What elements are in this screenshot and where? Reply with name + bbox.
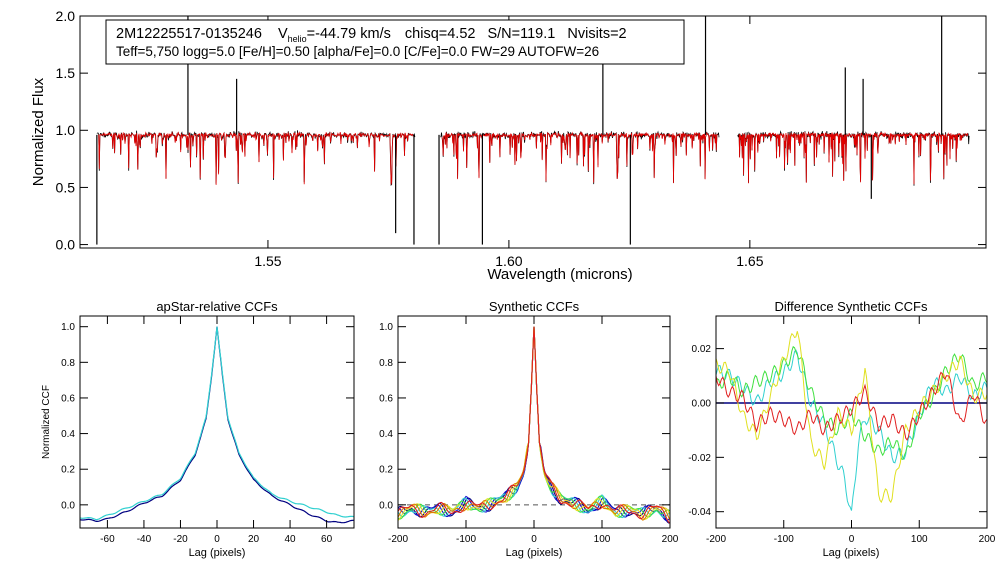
difference-ccf-xtick-label: -100 [774, 534, 794, 545]
synthetic-ccf-ytick-label: 0.8 [379, 358, 393, 369]
chisq: chisq=4.52 [405, 26, 476, 42]
spectrum-panel: 1.55 1.60 1.65 0.0 0.5 1.0 1.5 2.0 2M12225517-0… [30, 8, 987, 283]
difference-ccf-ytick-label: 0.00 [692, 398, 712, 409]
difference-ccf-xtick-label: 100 [911, 534, 928, 545]
spectrum-model-line-chip-1 [98, 131, 414, 185]
synthetic-ccf-ytick-label: 0.4 [379, 429, 393, 440]
apstar-ccf-ticks: -60 -40 -20 0 20 40 60 0.0 0.2 0.4 0.6 0.8 1.0 [61, 316, 354, 545]
difference-ccf-xtick-label: 200 [979, 534, 996, 545]
spectrum-axes-frame [79, 15, 987, 249]
apstar-ccf-title: apStar-relative CCFs [156, 299, 278, 314]
difference-ccf-data [715, 331, 988, 511]
apstar-ccf-panel: -60 -40 -20 0 20 40 60 0.0 0.2 0.4 0.6 0.8 1.0 apSta… [41, 299, 355, 559]
apstar-ccf-ytick-label: 1.0 [61, 322, 75, 333]
synthetic-ccf-xlabel: Lag (pixels) [506, 547, 563, 559]
difference-ccf-ytick-label: -0.04 [688, 507, 711, 518]
difference-ccf-panel: -200 -100 0 100 200 -0.04 -0.02 0.00 0.02 Differ… [688, 299, 996, 559]
vhelio-value: =-44.79 km/s [307, 26, 391, 42]
vhelio-label: V [278, 26, 288, 42]
apstar-ccf-data [79, 326, 355, 524]
spectrum-xtick-label: 1.65 [736, 253, 763, 269]
difference-ccf-series-red [715, 371, 988, 441]
spectrum-model-line-chip-2 [441, 131, 718, 184]
synthetic-ccf-xtick-label: 100 [594, 534, 611, 545]
spectrum-ylabel: Normalized Flux [30, 77, 47, 186]
apstar-ccf-xtick-label: -60 [100, 534, 115, 545]
nvisits: Nvisits=2 [567, 26, 626, 42]
apstar-ccf-xlabel: Lag (pixels) [189, 547, 246, 559]
difference-ccf-xlabel: Lag (pixels) [823, 547, 880, 559]
synthetic-ccf-ytick-label: 0.6 [379, 393, 393, 404]
apstar-ccf-xtick-label: 60 [321, 534, 333, 545]
spectrum-ytick-label: 0.5 [56, 179, 76, 195]
synthetic-ccf-title: Synthetic CCFs [489, 299, 580, 314]
difference-ccf-series-cyan [715, 349, 988, 511]
difference-ccf-title: Difference Synthetic CCFs [775, 299, 928, 314]
spectrum-ytick-label: 1.0 [56, 122, 76, 138]
difference-ccf-xtick-label: 0 [849, 534, 855, 545]
synthetic-ccf-xtick-label: -200 [388, 534, 408, 545]
spectrum-model-line-chip-3 [738, 131, 969, 185]
apstar-ccf-xtick-label: 20 [248, 534, 260, 545]
apstar-ccf-xtick-label: 0 [214, 534, 220, 545]
spectrum-xtick-label: 1.55 [254, 253, 281, 269]
synthetic-ccf-xtick-label: -100 [456, 534, 476, 545]
apstar-ccf-xtick-label: -40 [137, 534, 152, 545]
synthetic-ccf-series-red [397, 326, 671, 524]
apstar-ccf-ytick-label: 0.0 [61, 500, 75, 511]
difference-ccf-ytick-label: -0.02 [688, 453, 711, 464]
star-id: 2M12225517-0135246 [116, 26, 262, 42]
spectrum-xlabel: Wavelength (microns) [487, 266, 632, 283]
apstar-ccf-ytick-label: 0.4 [61, 429, 75, 440]
spectrum-ytick-label: 1.5 [56, 65, 76, 81]
synthetic-ccf-xtick-label: 0 [531, 534, 537, 545]
difference-ccf-series-green [715, 345, 988, 460]
synthetic-ccf-ytick-label: 0.0 [379, 500, 393, 511]
apstar-ccf-ytick-label: 0.8 [61, 358, 75, 369]
apstar-ccf-ytick-label: 0.6 [61, 393, 75, 404]
synthetic-ccf-data [397, 326, 671, 524]
difference-ccf-ticks: -200 -100 0 100 200 -0.04 -0.02 0.00 0.02 [688, 316, 996, 545]
apstar-ccf-xtick-label: -20 [173, 534, 188, 545]
difference-ccf-ytick-label: 0.02 [692, 344, 712, 355]
difference-ccf-xtick-label: -200 [706, 534, 726, 545]
apstar-ccf-ytick-label: 0.2 [61, 465, 75, 476]
vhelio-subscript: helio [288, 34, 307, 44]
apstar-ccf-ylabel: Normalized CCF [41, 385, 52, 459]
synthetic-ccf-ticks: -200 -100 0 100 200 0.0 0.2 0.4 0.6 0.8 1.0 [379, 316, 679, 545]
spectrum-ytick-label: 0.0 [56, 236, 76, 252]
synthetic-ccf-xtick-label: 200 [662, 534, 679, 545]
header-box [105, 19, 685, 65]
stellar-params: Teff=5,750 logg=5.0 [Fe/H]=0.50 [alpha/F… [116, 44, 599, 59]
synthetic-ccf-ytick-label: 1.0 [379, 322, 393, 333]
header-line-1: 2M12225517-0135246 Vhelio=-44.79 km/s ch… [116, 26, 627, 44]
spectrum-ytick-label: 2.0 [56, 8, 76, 24]
apstar-ccf-xtick-label: 40 [285, 534, 297, 545]
apstar-ccf-series-visit-2 [79, 326, 355, 521]
synthetic-ccf-panel: -200 -100 0 100 200 0.0 0.2 0.4 0.6 0.8 1.0 Synthe… [379, 299, 679, 559]
synthetic-ccf-ytick-label: 0.2 [379, 465, 393, 476]
spectrum-xtick-label: 1.60 [495, 253, 522, 269]
snr: S/N=119.1 [487, 26, 555, 42]
difference-ccf-series-yellow [715, 331, 988, 504]
